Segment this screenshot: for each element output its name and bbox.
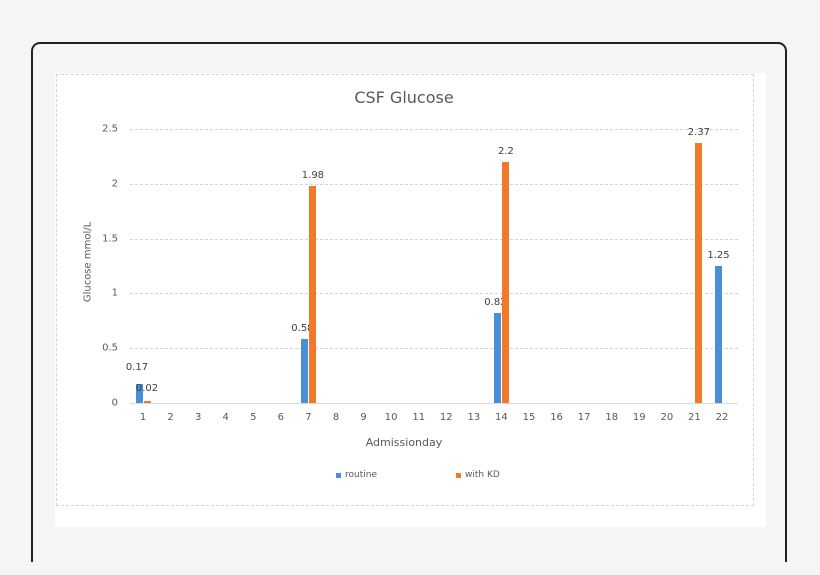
x-tick-label: 1: [139, 412, 147, 423]
legend-label-with-kd: with KD: [465, 470, 500, 480]
bar-routine: [301, 339, 309, 403]
data-label: 2.37: [687, 127, 711, 139]
x-tick-label: 11: [412, 412, 426, 423]
x-tick-label: 13: [467, 412, 481, 423]
x-tick-label: 5: [250, 412, 257, 423]
x-tick-label: 9: [360, 412, 367, 423]
x-tick-label: 19: [632, 412, 646, 423]
x-tick-label: 16: [550, 412, 563, 423]
x-tick-label: 10: [384, 412, 398, 423]
bar-kd: [502, 161, 510, 403]
x-axis-label: Admissionday: [365, 436, 443, 449]
data-label: 1.25: [707, 250, 730, 261]
legend-label-routine: routine: [345, 470, 377, 480]
legend-swatch-with-kd: [456, 472, 461, 478]
chart-title: CSF Glucose: [354, 88, 454, 107]
data-label: 1.98: [301, 169, 325, 181]
x-tick-label: 8: [332, 412, 340, 423]
bar-kd: [695, 143, 703, 403]
gridline: [130, 183, 738, 185]
y-tick-label: 0: [111, 397, 118, 409]
chart-border: [56, 74, 754, 506]
y-tick-label: 2: [111, 178, 118, 190]
x-tick-label: 18: [605, 412, 619, 423]
gridline: [130, 129, 738, 130]
data-label: 0.17: [125, 362, 149, 374]
gridline: [130, 238, 738, 240]
data-label: 0.02: [135, 383, 159, 394]
gridline: [130, 293, 738, 295]
x-tick-label: 4: [222, 412, 229, 423]
bar-routine: [136, 384, 143, 403]
x-tick-label: 20: [660, 412, 674, 423]
x-tick-label: 17: [577, 412, 591, 423]
window-frame: [31, 42, 787, 562]
chart-area: [55, 73, 766, 527]
gridline: [130, 348, 738, 350]
y-tick-label: 2.5: [102, 123, 118, 135]
x-tick-label: 2: [167, 412, 174, 423]
y-tick-label: 1.5: [102, 233, 118, 245]
data-label: 2.2: [497, 145, 514, 157]
data-label: 0.82: [484, 297, 507, 309]
y-tick-label: 1: [111, 287, 118, 299]
bar-routine: [715, 266, 722, 403]
bar-kd: [309, 185, 317, 403]
x-tick-label: 12: [439, 412, 453, 423]
legend-swatch-routine: [336, 472, 341, 478]
bar-kd: [144, 400, 151, 403]
y-tick-label: 0.5: [102, 342, 118, 354]
x-tick-label: 14: [495, 412, 508, 423]
x-tick-label: 7: [305, 412, 312, 423]
x-tick-label: 3: [194, 412, 202, 423]
legend-item-with-kd: with KD: [456, 470, 500, 480]
x-tick-label: 15: [522, 412, 536, 423]
x-axis-line: [130, 403, 738, 404]
x-tick-label: 22: [715, 412, 729, 423]
legend-item-routine: routine: [336, 470, 377, 480]
x-tick-label: 21: [688, 412, 701, 423]
data-label: 0.58: [291, 323, 314, 335]
bar-routine: [494, 313, 502, 403]
x-tick-label: 6: [277, 412, 285, 423]
